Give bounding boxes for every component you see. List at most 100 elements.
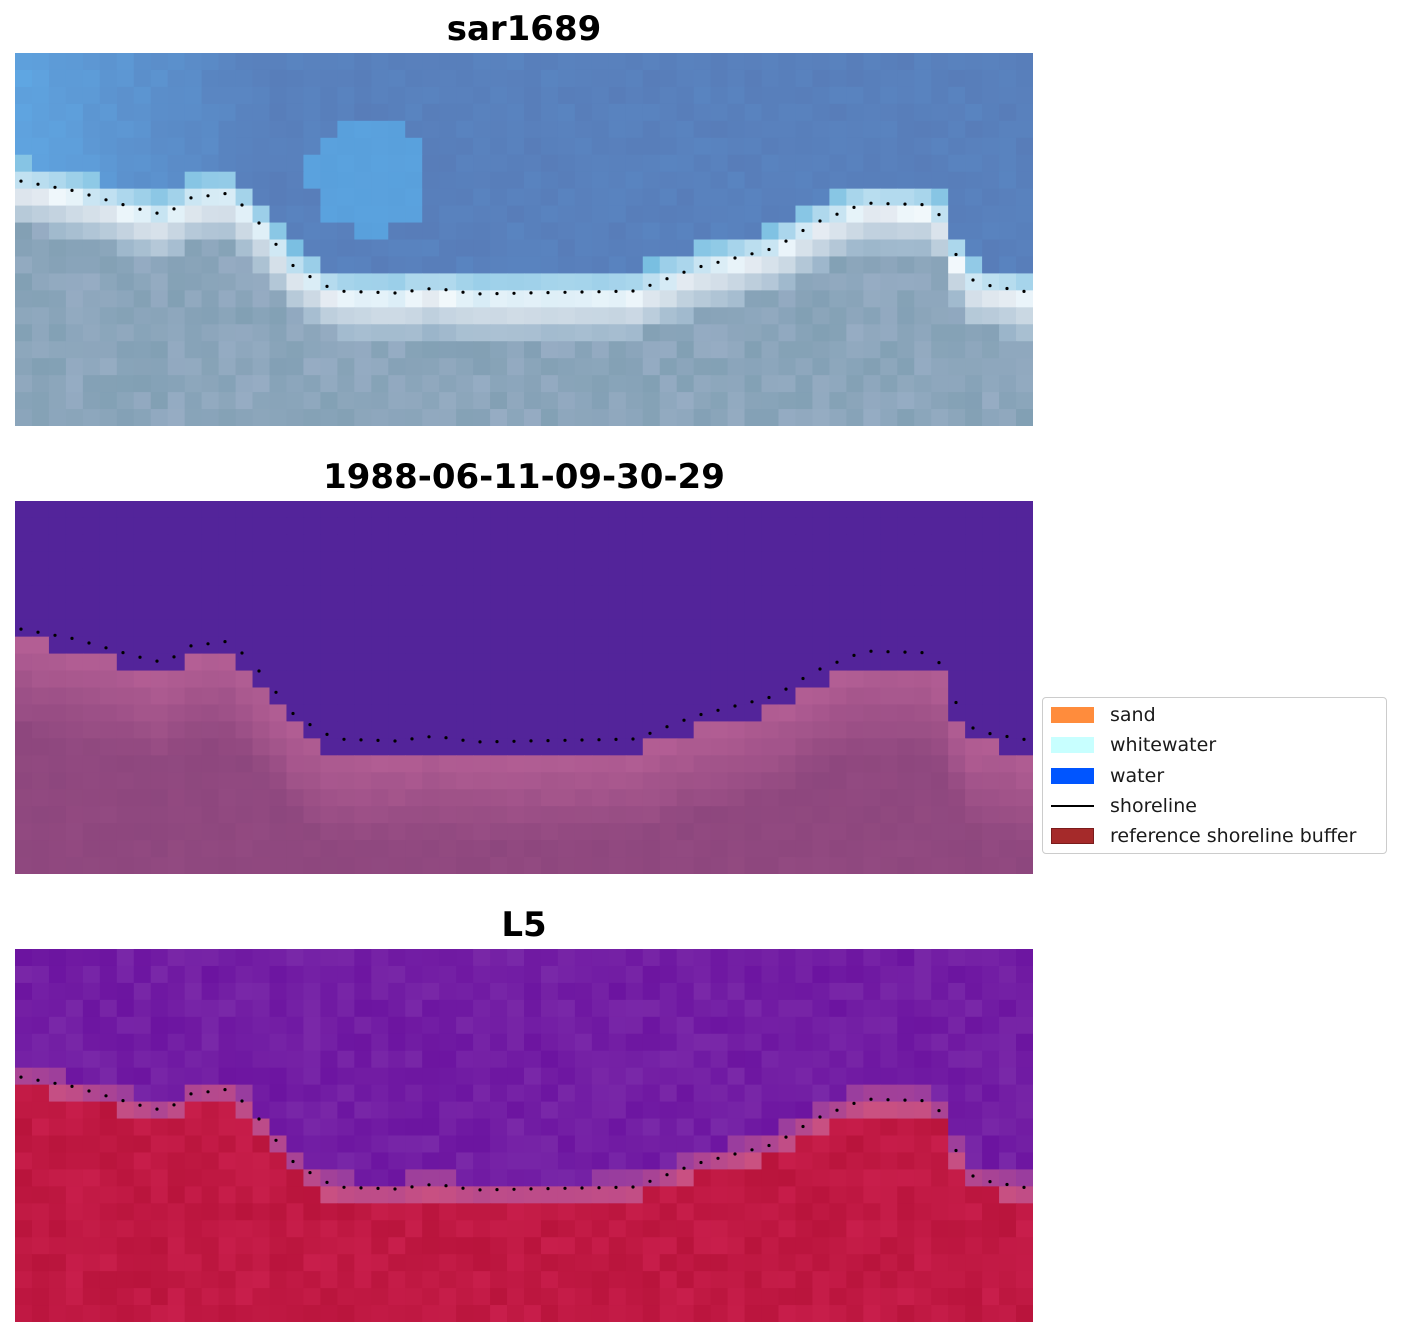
shoreline-dot (70, 1084, 74, 1088)
shoreline-dot (818, 219, 822, 223)
legend-label: water (1110, 765, 1165, 787)
shoreline-dot (682, 1166, 686, 1170)
shoreline-dot (920, 203, 924, 207)
legend-label: reference shoreline buffer (1110, 825, 1357, 847)
shoreline-dot (325, 1180, 329, 1184)
shoreline-dot (138, 207, 142, 211)
shoreline-dot (733, 256, 737, 260)
shoreline-dot (342, 289, 346, 293)
shoreline-dot (784, 239, 788, 243)
shoreline-dot (750, 700, 754, 704)
shoreline-dot (444, 1184, 448, 1188)
shoreline-dot (835, 660, 839, 664)
shoreline-dot (291, 711, 295, 716)
shoreline-dot (359, 738, 363, 742)
shoreline-dot (631, 737, 635, 741)
shoreline-dot (240, 203, 244, 207)
shoreline-dot (1022, 1185, 1026, 1189)
shoreline-dot (886, 650, 890, 654)
shoreline-dot (835, 212, 839, 216)
shoreline-dot (325, 284, 329, 288)
shoreline-dot (376, 1186, 380, 1190)
shoreline-dot (665, 725, 669, 729)
shoreline-dot (274, 242, 278, 246)
water-swatch-icon (1051, 768, 1094, 784)
shoreline-line-icon (1051, 805, 1094, 807)
shoreline-dot (70, 636, 74, 640)
shoreline-dot (784, 687, 788, 691)
shoreline-dot (750, 1148, 754, 1152)
shoreline-dot (478, 740, 482, 744)
shoreline-dot (223, 192, 227, 196)
shoreline-dot (954, 1148, 958, 1153)
panel-title-index: L5 (501, 905, 547, 945)
shoreline-dot (257, 221, 261, 225)
index-image-panel (15, 949, 1033, 1322)
shoreline-dot (342, 737, 346, 741)
shoreline-dot (87, 641, 91, 645)
shoreline-dot (189, 1092, 193, 1096)
shoreline-dot (716, 1156, 720, 1160)
shoreline-dot (546, 291, 550, 295)
shoreline-dot (631, 1185, 635, 1189)
shoreline-dot (172, 1103, 176, 1107)
shoreline-dot (410, 737, 414, 741)
shoreline-dot (954, 700, 958, 705)
shoreline-dot (1005, 734, 1009, 739)
shoreline-dot (36, 1078, 40, 1082)
shoreline-dot (308, 1171, 312, 1175)
shoreline-dot (835, 1108, 839, 1112)
legend-label: sand (1110, 704, 1156, 726)
shoreline-dot (19, 179, 23, 183)
shoreline-dot (359, 290, 363, 294)
shoreline-dot (495, 1188, 499, 1192)
shoreline-dot (648, 1179, 652, 1183)
shoreline-dot (104, 198, 108, 202)
shoreline-dot (1005, 1182, 1009, 1187)
shoreline-dot (104, 1094, 108, 1098)
shoreline-dot (733, 704, 737, 708)
legend-item-sand: sand (1051, 703, 1156, 727)
shoreline-dot (699, 264, 703, 269)
shoreline-dot (53, 185, 57, 189)
shoreline-dot (308, 723, 312, 727)
shoreline-dot (138, 1103, 142, 1107)
shoreline-dot (138, 655, 142, 659)
shoreline-dot (359, 1186, 363, 1190)
shoreline-dot (19, 627, 23, 631)
shoreline-dot (580, 738, 584, 742)
shoreline-dot (869, 201, 873, 205)
shoreline-dot (852, 205, 856, 209)
panel-title-rgb: sar1689 (446, 9, 602, 49)
shoreline-dot (36, 182, 40, 186)
shoreline-dot (886, 1098, 890, 1102)
shoreline-dot (342, 1185, 346, 1189)
shoreline-dot (206, 194, 210, 198)
shoreline-dot (53, 1081, 57, 1085)
legend-label: shoreline (1110, 795, 1197, 817)
shoreline-dot (971, 278, 975, 282)
shoreline-dot (699, 1160, 703, 1165)
legend-item-whitewater: whitewater (1051, 733, 1216, 757)
rgb-image-panel (15, 53, 1033, 426)
panel-title-classification: 1988-06-11-09-30-29 (323, 457, 725, 497)
shoreline-dot (155, 211, 159, 215)
shoreline-dot (223, 640, 227, 644)
shoreline-dot (597, 290, 601, 294)
shoreline-dot (393, 291, 397, 295)
shoreline-dot (274, 690, 278, 694)
shoreline-dot (410, 1185, 414, 1189)
shoreline-dot (920, 1099, 924, 1103)
legend-label: whitewater (1110, 734, 1217, 756)
shoreline-dot (699, 712, 703, 717)
shoreline-dot (189, 196, 193, 200)
shoreline-dot (1005, 286, 1009, 291)
shoreline-dot (495, 740, 499, 744)
shoreline-dot (257, 1117, 261, 1121)
shoreline-dot (767, 1143, 771, 1148)
shoreline-dot (189, 644, 193, 648)
shoreline-dot (427, 287, 431, 291)
shoreline-dot (427, 1183, 431, 1187)
legend-item-shoreline: shoreline (1051, 794, 1197, 818)
shoreline-dot (937, 213, 941, 217)
